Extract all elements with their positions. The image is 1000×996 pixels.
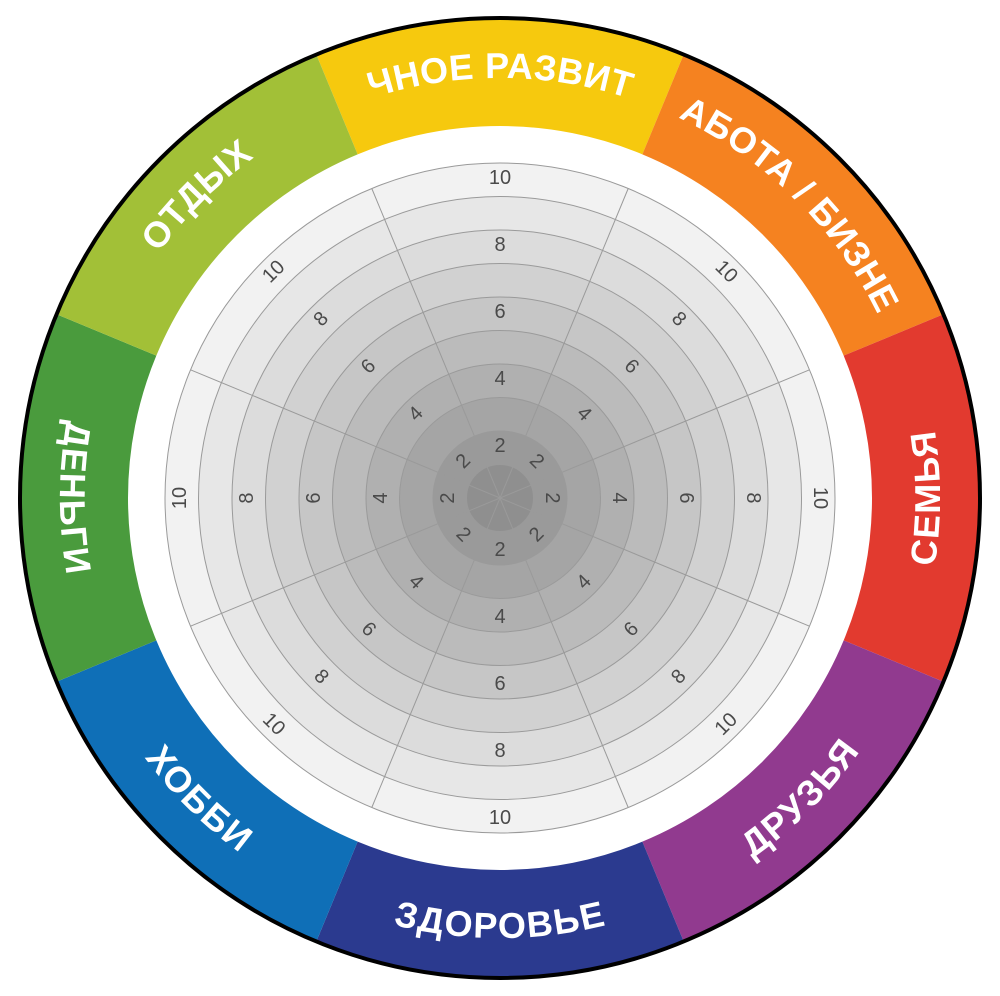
ring-value: 4 — [370, 492, 392, 503]
ring-value: 8 — [742, 492, 764, 503]
ring-value: 2 — [494, 435, 505, 457]
ring-value: 2 — [541, 492, 563, 503]
ring-value: 8 — [494, 740, 505, 762]
ring-value: 10 — [489, 807, 511, 829]
ring-value: 6 — [494, 301, 505, 323]
ring-value: 6 — [303, 492, 325, 503]
ring-value: 10 — [489, 167, 511, 189]
ring-value: 4 — [494, 606, 505, 628]
ring-value: 10 — [169, 487, 191, 509]
ring-value: 6 — [494, 673, 505, 695]
ring-value: 10 — [809, 487, 831, 509]
ring-value: 2 — [437, 492, 459, 503]
ring-value: 2 — [494, 539, 505, 561]
segment-label-6: ДЕНЬГИ — [52, 419, 100, 577]
ring-value: 6 — [675, 492, 697, 503]
ring-value: 4 — [608, 492, 630, 503]
ring-value: 4 — [494, 368, 505, 390]
ring-value: 8 — [494, 234, 505, 256]
ring-value: 8 — [236, 492, 258, 503]
segment-label-2: СЕМЬЯ — [902, 428, 948, 567]
life-wheel: 2468102468102468102468102468102468102468… — [0, 0, 1000, 996]
